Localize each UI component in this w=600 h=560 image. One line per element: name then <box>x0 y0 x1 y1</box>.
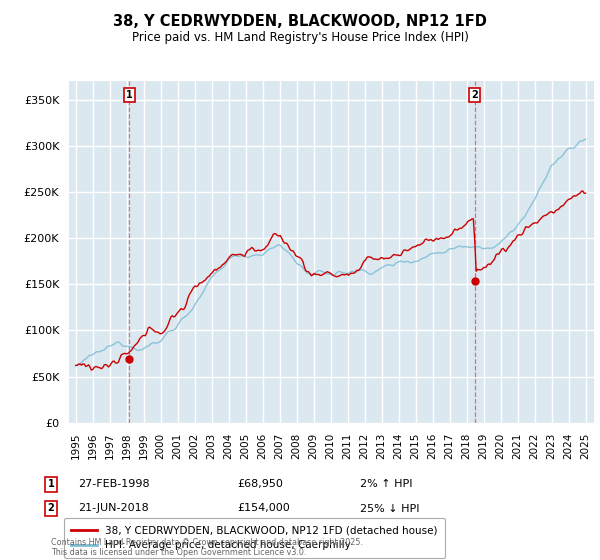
Text: 21-JUN-2018: 21-JUN-2018 <box>78 503 149 514</box>
Text: Contains HM Land Registry data © Crown copyright and database right 2025.
This d: Contains HM Land Registry data © Crown c… <box>51 538 363 557</box>
Text: 2: 2 <box>471 90 478 100</box>
Text: 1: 1 <box>47 479 55 489</box>
Text: 2% ↑ HPI: 2% ↑ HPI <box>360 479 413 489</box>
Text: £68,950: £68,950 <box>237 479 283 489</box>
Text: 27-FEB-1998: 27-FEB-1998 <box>78 479 149 489</box>
Text: £154,000: £154,000 <box>237 503 290 514</box>
Legend: 38, Y CEDRWYDDEN, BLACKWOOD, NP12 1FD (detached house), HPI: Average price, deta: 38, Y CEDRWYDDEN, BLACKWOOD, NP12 1FD (d… <box>64 518 445 558</box>
Text: 2: 2 <box>47 503 55 514</box>
Text: 25% ↓ HPI: 25% ↓ HPI <box>360 503 419 514</box>
Text: 38, Y CEDRWYDDEN, BLACKWOOD, NP12 1FD: 38, Y CEDRWYDDEN, BLACKWOOD, NP12 1FD <box>113 14 487 29</box>
Text: Price paid vs. HM Land Registry's House Price Index (HPI): Price paid vs. HM Land Registry's House … <box>131 31 469 44</box>
Text: 1: 1 <box>126 90 133 100</box>
